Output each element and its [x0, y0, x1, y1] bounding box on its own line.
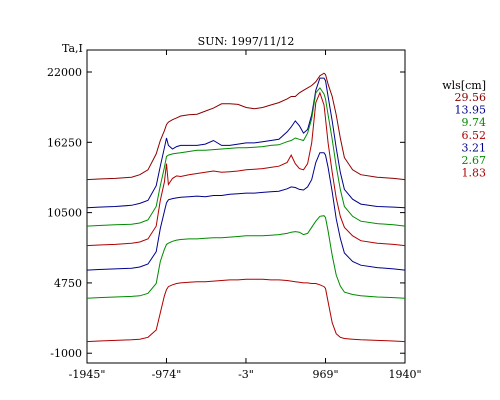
- y-axis-label: Ta,I: [62, 42, 83, 55]
- series-line: [86, 152, 406, 271]
- y-tick-label: 22000: [47, 66, 82, 79]
- legend-entry: 9.74: [462, 116, 487, 129]
- x-tick-label: -3": [238, 368, 254, 381]
- series-line: [86, 215, 406, 299]
- x-tick-label: -974": [152, 368, 182, 381]
- x-tick-label: 1940": [388, 368, 421, 381]
- legend-entry: 3.21: [462, 141, 487, 154]
- y-tick-label: 10500: [47, 207, 82, 220]
- plot-frame: [86, 49, 406, 364]
- legend-entry: 13.95: [455, 104, 487, 117]
- y-tick-label: -1000: [50, 347, 82, 360]
- series-line: [86, 278, 406, 343]
- x-tick-label: 969": [312, 368, 338, 381]
- legend-entry: 1.83: [462, 167, 487, 180]
- legend-entry: 2.67: [462, 154, 487, 167]
- legend-entry: 29.56: [455, 91, 487, 104]
- series-line: [86, 91, 406, 247]
- series-line: [86, 72, 406, 181]
- legend-title: wls[cm]: [442, 79, 486, 92]
- series-lines: [86, 72, 406, 343]
- chart-title: SUN: 1997/11/12: [198, 35, 295, 48]
- y-axis-ticks: -1000 4750 10500 16250 22000: [47, 66, 405, 360]
- x-tick-label: -1945": [69, 368, 106, 381]
- y-tick-label: 4750: [54, 277, 82, 290]
- y-tick-label: 16250: [47, 136, 82, 149]
- x-axis-ticks: -1945" -974" -3" 969" 1940": [69, 50, 422, 381]
- series-line: [86, 77, 406, 209]
- series-line: [86, 87, 406, 227]
- legend-entry: 6.52: [462, 129, 487, 142]
